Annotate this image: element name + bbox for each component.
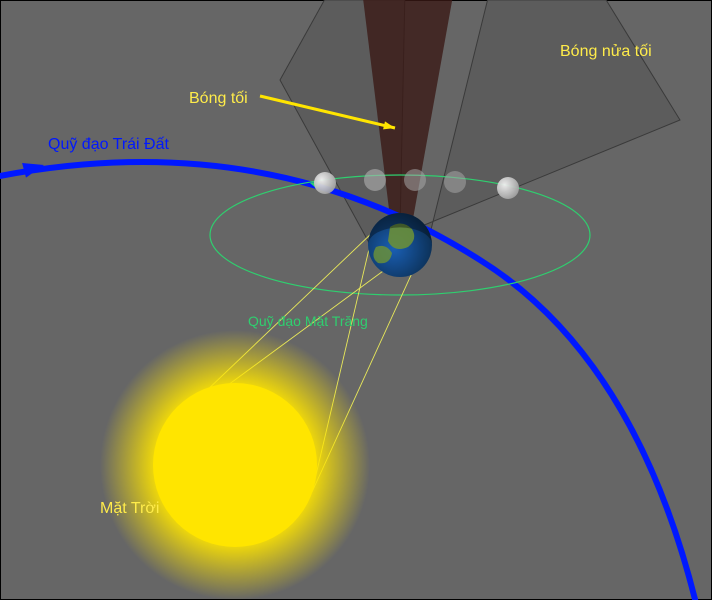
eclipse-diagram: Quỹ đạo Trái Đất Quỹ đạo Mặt Trăng Mặt T…: [0, 0, 712, 600]
diagram-svg: [0, 0, 712, 600]
